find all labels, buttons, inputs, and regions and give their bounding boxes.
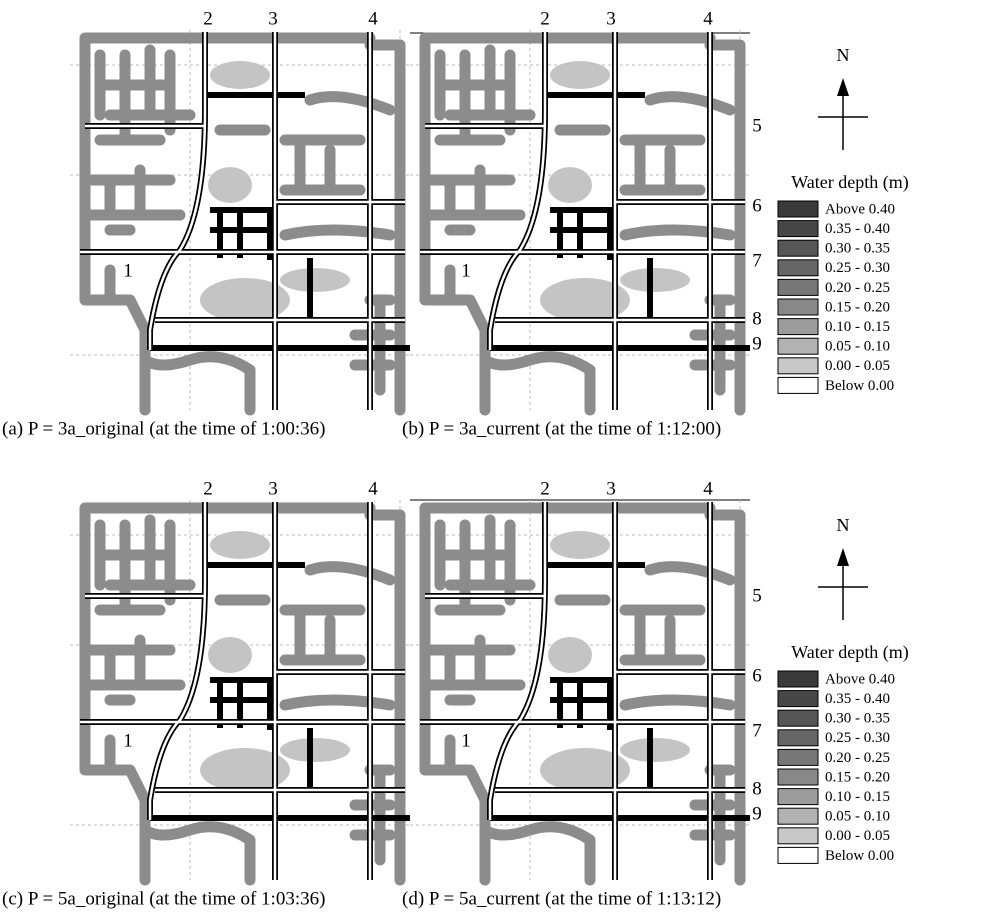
legend-swatch — [778, 377, 818, 393]
legend-swatch — [778, 691, 818, 707]
legend-label: Above 0.40 — [825, 201, 895, 217]
north-arrow-head — [837, 78, 849, 96]
caption: (c) P = 5a_original (at the time of 1:03… — [2, 888, 325, 909]
legend-label: 0.20 - 0.25 — [825, 280, 890, 296]
legend-swatch — [778, 201, 818, 217]
legend-label: 0.05 - 0.10 — [825, 339, 890, 355]
road-label: 6 — [752, 665, 762, 686]
legend-label: 0.15 - 0.20 — [825, 299, 890, 315]
figure: 2 3 4 1 (a) P = 3a_original (at the time of … — [0, 0, 990, 917]
road-label: 1 — [123, 730, 133, 751]
legend-swatch — [778, 730, 818, 746]
legend-label: 0.30 - 0.35 — [825, 241, 890, 257]
road-label: 5 — [752, 115, 762, 136]
road-label: 1 — [461, 260, 471, 281]
road-label: 3 — [268, 478, 278, 499]
caption: (d) P = 5a_current (at the time of 1:13:… — [402, 888, 721, 909]
legend-title: Water depth (m) — [791, 642, 909, 663]
legend-label: 0.35 - 0.40 — [825, 691, 890, 707]
legend-label: 0.00 - 0.05 — [825, 828, 890, 844]
legend-swatch — [778, 671, 818, 687]
road-label: 1 — [123, 260, 133, 281]
legend-swatch — [778, 358, 818, 374]
road-label: 2 — [203, 478, 213, 499]
road-label: 3 — [606, 8, 616, 29]
legend-swatch — [778, 260, 818, 276]
legend-label: Below 0.00 — [825, 848, 894, 864]
caption: (a) P = 3a_original (at the time of 1:00… — [2, 418, 325, 439]
legend-swatch — [778, 221, 818, 237]
legend-swatch — [778, 769, 818, 785]
legend-label: 0.15 - 0.20 — [825, 769, 890, 785]
legend-swatch — [778, 749, 818, 765]
road-label: 4 — [703, 8, 713, 29]
north-label: N — [837, 45, 850, 65]
road-label: 3 — [606, 478, 616, 499]
road-label: 2 — [540, 8, 550, 29]
legend-swatch — [778, 338, 818, 354]
legend-label: 0.20 - 0.25 — [825, 750, 890, 766]
road-label: 4 — [368, 478, 378, 499]
legend-swatch — [778, 828, 818, 844]
legend-label: 0.10 - 0.15 — [825, 319, 890, 335]
road-label: 8 — [752, 778, 762, 799]
legend-swatch — [778, 789, 818, 805]
road-label: 1 — [461, 730, 471, 751]
north-label: N — [837, 515, 850, 535]
road-label: 6 — [752, 195, 762, 216]
north-arrow-head — [837, 548, 849, 566]
road-label: 8 — [752, 308, 762, 329]
road-label: 2 — [203, 8, 213, 29]
road-label: 3 — [268, 8, 278, 29]
legend-title: Water depth (m) — [791, 172, 909, 193]
caption: (b) P = 3a_current (at the time of 1:12:… — [402, 418, 721, 439]
legend-label: 0.10 - 0.15 — [825, 789, 890, 805]
legend-label: 0.30 - 0.35 — [825, 711, 890, 727]
road-label: 7 — [752, 720, 762, 741]
legend-swatch — [778, 710, 818, 726]
road-label: 2 — [540, 478, 550, 499]
road-label: 9 — [752, 803, 762, 824]
legend-swatch — [778, 319, 818, 335]
legend-label: 0.35 - 0.40 — [825, 221, 890, 237]
road-label: 5 — [752, 585, 762, 606]
legend-swatch — [778, 299, 818, 315]
legend-label: 0.00 - 0.05 — [825, 358, 890, 374]
legend-label: Above 0.40 — [825, 671, 895, 687]
road-label: 4 — [703, 478, 713, 499]
legend-swatch — [778, 279, 818, 295]
legend-label: 0.25 - 0.30 — [825, 260, 890, 276]
legend-swatch — [778, 808, 818, 824]
road-label: 9 — [752, 333, 762, 354]
legend: N Water depth (m) Above 0.40 0.35 - 0.40 0.3… — [778, 515, 909, 864]
legend-swatch — [778, 847, 818, 863]
legend-swatch — [778, 240, 818, 256]
legend: N Water depth (m) Above 0.40 0.35 - 0.40 0.3… — [778, 45, 909, 394]
road-label: 4 — [368, 8, 378, 29]
legend-label: Below 0.00 — [825, 378, 894, 394]
legend-label: 0.25 - 0.30 — [825, 730, 890, 746]
legend-label: 0.05 - 0.10 — [825, 809, 890, 825]
road-label: 7 — [752, 250, 762, 271]
